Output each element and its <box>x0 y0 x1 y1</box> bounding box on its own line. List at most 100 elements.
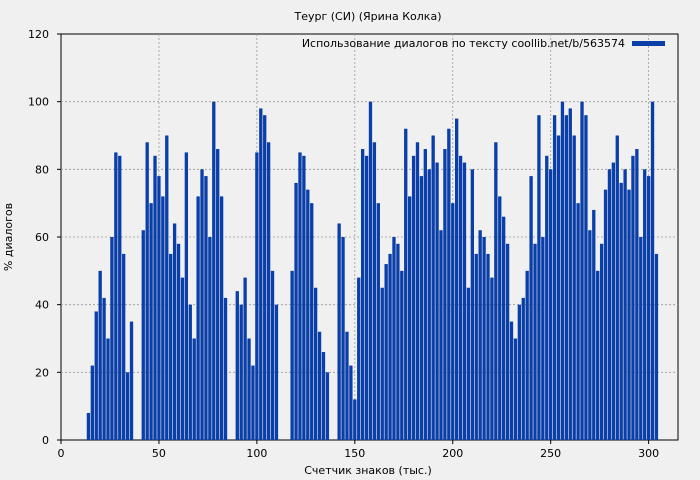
bar <box>380 287 384 440</box>
bar <box>549 169 553 441</box>
ticks: 0 20 40 60 80 100 120 0 50 100 150 200 250 300 <box>28 28 659 460</box>
bar <box>611 162 616 441</box>
bar <box>274 304 279 440</box>
bar <box>223 297 228 440</box>
bar <box>129 321 134 440</box>
y-tick-label: 60 <box>35 231 49 244</box>
y-tick-label: 120 <box>28 28 49 41</box>
bar <box>623 169 627 441</box>
bar <box>407 196 412 440</box>
bar <box>239 304 243 440</box>
bar <box>568 108 572 440</box>
legend-swatch <box>632 41 665 46</box>
bar <box>541 237 545 440</box>
bar <box>118 155 122 441</box>
bar <box>310 203 314 440</box>
bar <box>341 237 345 440</box>
bars <box>86 101 659 441</box>
bar <box>572 135 576 440</box>
bar <box>161 196 165 440</box>
bar <box>321 352 326 440</box>
bar <box>376 203 380 440</box>
bar <box>247 338 251 440</box>
bar <box>560 101 565 441</box>
bar <box>498 196 502 440</box>
bar <box>494 142 498 440</box>
bar <box>635 149 639 441</box>
bar <box>357 277 361 440</box>
bar <box>466 287 471 440</box>
bar <box>353 399 357 440</box>
y-tick-label: 100 <box>28 96 49 109</box>
bar <box>427 169 431 441</box>
bar <box>169 253 173 440</box>
bar <box>141 230 145 440</box>
bar <box>458 155 463 441</box>
bar <box>212 101 216 441</box>
bar <box>184 152 189 440</box>
bar <box>423 149 427 441</box>
bar <box>188 304 192 440</box>
bar <box>196 196 200 440</box>
bar <box>263 115 267 440</box>
bar <box>145 142 149 440</box>
bar <box>384 264 388 440</box>
bar <box>364 155 369 441</box>
bar <box>474 253 478 440</box>
bar <box>447 128 451 440</box>
bar <box>294 182 298 440</box>
bar <box>192 338 196 440</box>
x-tick-label: 150 <box>344 447 365 460</box>
bar <box>122 253 126 440</box>
bar <box>654 253 659 440</box>
bar <box>388 253 392 440</box>
bar <box>400 270 404 440</box>
bar <box>235 291 239 440</box>
bar <box>259 108 263 440</box>
bar <box>337 223 341 440</box>
bar <box>564 115 569 440</box>
bar <box>556 135 561 440</box>
y-axis-label: % диалогов <box>2 203 15 271</box>
bar <box>86 412 91 440</box>
bar <box>552 115 557 440</box>
bar <box>490 277 494 440</box>
bar <box>153 155 157 441</box>
bar <box>505 243 510 440</box>
bar <box>631 155 635 441</box>
bar <box>204 176 208 440</box>
y-tick-label: 20 <box>35 366 49 379</box>
bar <box>646 176 651 440</box>
x-tick-label: 250 <box>540 447 561 460</box>
bar <box>592 209 596 440</box>
bar <box>290 270 294 440</box>
bar <box>219 196 224 440</box>
bar <box>349 365 353 440</box>
bar <box>517 304 522 440</box>
x-tick-label: 200 <box>442 447 463 460</box>
bar <box>172 223 177 440</box>
bar <box>243 277 247 440</box>
bar <box>165 135 169 440</box>
x-tick-label: 0 <box>58 447 65 460</box>
bar <box>482 237 486 440</box>
bar <box>110 237 114 440</box>
bar <box>114 152 118 440</box>
bar <box>443 149 447 441</box>
bar <box>266 142 271 440</box>
bar <box>584 115 588 440</box>
bar <box>525 270 529 440</box>
bar <box>455 118 459 440</box>
bar <box>537 115 541 440</box>
bar <box>513 338 518 440</box>
bar <box>599 243 604 440</box>
bar <box>529 176 533 440</box>
bar <box>643 169 647 441</box>
bar <box>533 243 537 440</box>
x-tick-label: 50 <box>152 447 166 460</box>
bar <box>627 189 631 440</box>
bar <box>650 101 655 441</box>
bar <box>94 311 98 440</box>
bar <box>588 230 592 440</box>
bar <box>208 237 212 440</box>
